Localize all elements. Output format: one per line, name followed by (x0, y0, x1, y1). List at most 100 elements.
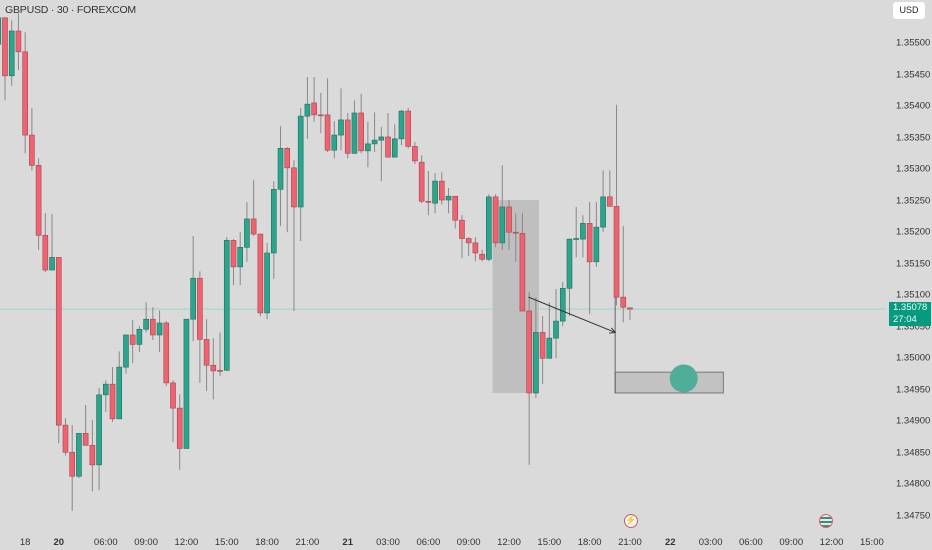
currency-button[interactable]: USD (893, 2, 925, 19)
x-tick-label: 09:00 (456, 537, 481, 548)
candle-down (284, 148, 291, 169)
y-tick-label: 1.35100 (896, 289, 931, 301)
y-tick-label: 1.35300 (896, 163, 931, 175)
x-tick-label: 15:00 (859, 537, 884, 548)
x-tick-label: 06:00 (416, 537, 441, 548)
candle-down (311, 102, 317, 116)
candle-up (600, 196, 606, 228)
candle-down (344, 119, 351, 154)
candle-down (150, 318, 156, 336)
candle-up (304, 103, 311, 117)
candle-up (391, 138, 398, 158)
candle-up (103, 383, 109, 396)
candle-down (22, 51, 28, 136)
y-tick-label: 1.35000 (896, 352, 931, 364)
candle-down (385, 136, 391, 158)
x-tick-label: 12:00 (819, 537, 844, 548)
candle-down (412, 146, 418, 162)
y-tick-label: 1.35250 (896, 195, 931, 207)
candle-down (35, 165, 42, 236)
target-box (614, 371, 724, 394)
candle-down (358, 112, 364, 152)
x-tick-label: 09:00 (779, 537, 804, 548)
candle-up (223, 240, 230, 371)
candle-down (606, 196, 613, 207)
uk-flag-event-icon[interactable] (819, 514, 833, 528)
candle-up (331, 134, 338, 151)
x-tick-label: 21:00 (295, 537, 320, 548)
candle-down (472, 242, 479, 254)
candle-down (465, 238, 472, 244)
candle-up (156, 322, 163, 336)
candle-down (210, 364, 217, 372)
candle-up (378, 136, 385, 141)
x-tick-label: 22 (664, 537, 676, 548)
candle-up (580, 223, 586, 240)
candle-up (546, 337, 553, 359)
x-tick-label: 18:00 (577, 537, 602, 548)
x-tick-label: 18:00 (255, 537, 279, 548)
candle-up (371, 139, 378, 145)
candle-down (627, 307, 633, 310)
candle-down (55, 257, 62, 426)
candle-down (82, 433, 89, 446)
candle-down (405, 110, 412, 147)
candle-down (613, 206, 620, 298)
candle-down (586, 223, 593, 263)
arrow-head-icon (609, 327, 617, 334)
candle-down (170, 382, 176, 409)
candle-down (291, 167, 297, 208)
candle-up (566, 238, 573, 289)
candle-down (42, 235, 49, 271)
candle-down (197, 277, 203, 340)
y-tick-label: 1.35450 (896, 69, 931, 81)
candle-down (425, 200, 432, 203)
candle-down (452, 195, 459, 221)
candle-up (432, 180, 438, 204)
candle-down (526, 310, 532, 394)
bar-countdown: 27:04 (893, 313, 917, 325)
candle-down (176, 407, 183, 449)
candle-down (2, 17, 8, 77)
candle-up (351, 112, 358, 154)
candle-down (163, 322, 170, 384)
lightning-event-icon[interactable]: ⚡ (624, 514, 638, 528)
x-tick-label: 03:00 (376, 537, 400, 548)
candle-down (109, 383, 116, 420)
candle-down (217, 369, 223, 372)
candle-down (318, 114, 324, 117)
candle-up (553, 320, 559, 339)
candle-up (116, 366, 123, 420)
x-tick-label: 15:00 (537, 537, 562, 548)
candle-up (49, 257, 55, 271)
candle-up (183, 318, 190, 449)
candle-up (96, 394, 102, 466)
candle-up (486, 196, 492, 260)
x-tick-label: 15:00 (214, 537, 239, 548)
candle-up (136, 328, 143, 345)
y-tick-label: 1.35150 (896, 258, 931, 270)
candle-down (479, 253, 485, 260)
candle-up (277, 148, 284, 190)
candle-down (492, 196, 499, 244)
candle-down (62, 424, 69, 453)
candle-up (499, 206, 506, 244)
arrow-line (528, 296, 616, 333)
candle-down (324, 114, 331, 151)
candle-down (519, 233, 526, 312)
y-tick-label: 1.34900 (896, 415, 931, 427)
candle-up (0, 17, 2, 45)
candle-down (512, 231, 519, 234)
x-tick-label: 03:00 (698, 537, 723, 548)
candle-up (264, 252, 270, 314)
candle-up (365, 143, 371, 152)
candle-down (257, 233, 264, 314)
y-tick-label: 1.34800 (896, 478, 931, 490)
y-tick-label: 1.34750 (896, 510, 931, 522)
y-tick-label: 1.34850 (896, 447, 931, 459)
candle-down (129, 334, 136, 345)
y-tick-label: 1.35500 (896, 37, 931, 49)
current-price-label: 1.35078 27:04 (889, 302, 931, 326)
symbol-title: GBPUSD · 30 · FOREXCOM (5, 4, 136, 16)
